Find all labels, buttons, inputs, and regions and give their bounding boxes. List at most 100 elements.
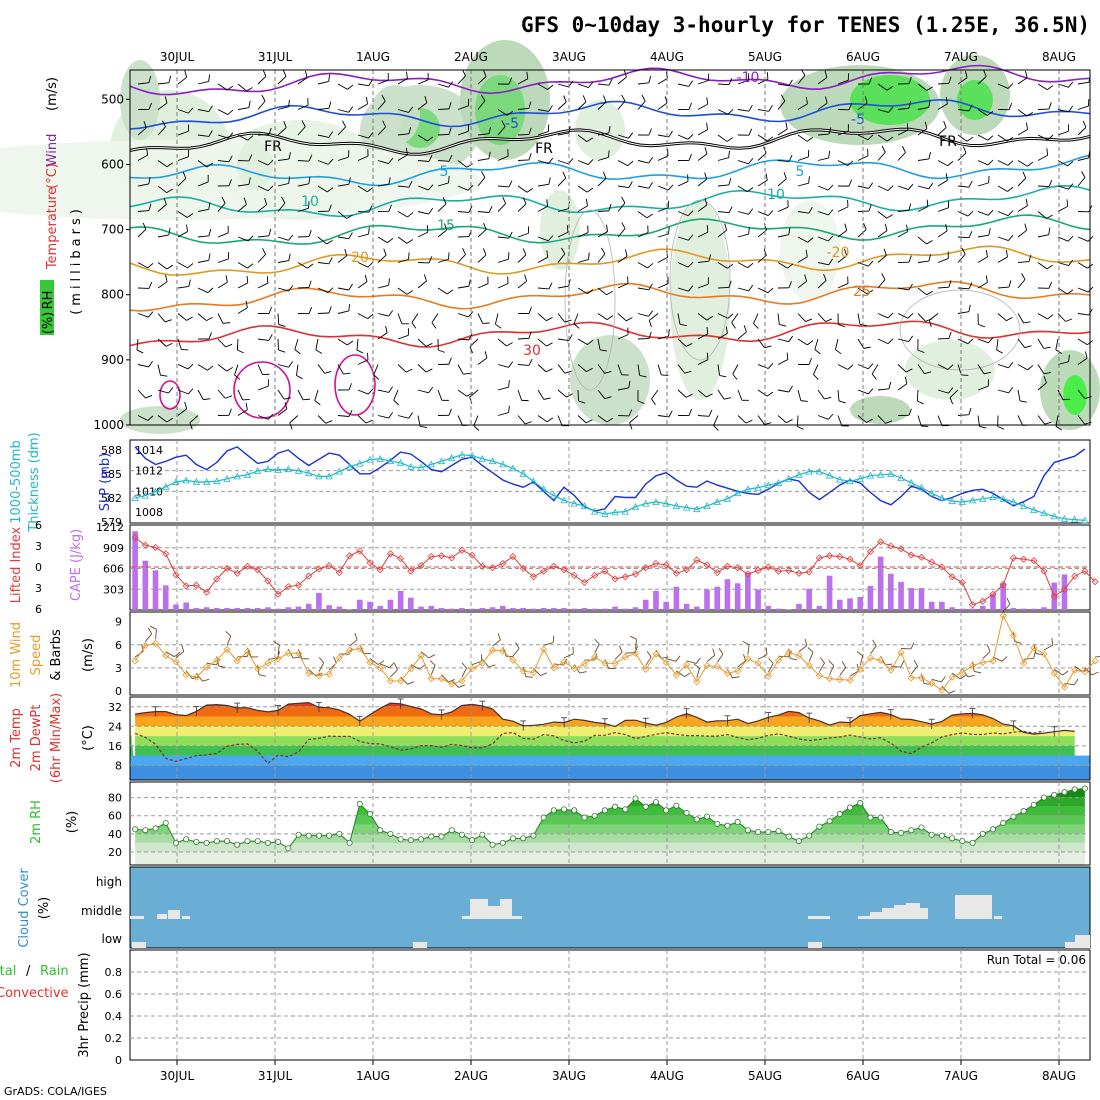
wind-barb: [648, 310, 654, 317]
wind-barb: [315, 338, 319, 350]
wind-barb: [348, 303, 351, 312]
wind-barb: [1046, 264, 1054, 270]
li-marker: [764, 563, 772, 571]
isotherm-label: 10: [767, 187, 785, 203]
precip-ylabel: Total / Rain Convective 3hr Precip (mm) …: [0, 952, 1086, 1057]
cape-tick-label: 909: [103, 542, 124, 555]
wind-barb: [136, 338, 139, 350]
thickness-tick-label: 585: [101, 468, 122, 481]
wind-barb: [648, 128, 652, 136]
wind-barb: [157, 262, 168, 270]
wind-barb: [517, 254, 527, 263]
wind-barb: [688, 408, 692, 416]
precip-ylabel: 3hr Precip (mm): [77, 952, 92, 1057]
wind-barb: [1057, 262, 1069, 267]
rh-marker: [479, 831, 486, 838]
wind10m-barb: [1051, 638, 1054, 646]
wind10m-barb: [982, 651, 991, 659]
wind-barb: [1057, 160, 1068, 167]
wind-barb: [737, 233, 749, 238]
rh-marker: [765, 829, 772, 836]
wind-barb: [997, 134, 1008, 142]
wind-barb: [437, 258, 449, 263]
wind-barb: [779, 323, 787, 327]
wind-barb: [648, 331, 652, 339]
wind-barb: [297, 262, 308, 269]
wind-barb: [688, 80, 694, 87]
wind-barb: [648, 320, 652, 328]
wind-barb: [157, 313, 166, 323]
wind-barb: [617, 364, 623, 376]
wind-barb: [957, 185, 969, 188]
li-marker: [448, 554, 456, 562]
wind-barb: [337, 109, 349, 113]
wind10m-marker: [907, 674, 915, 682]
wind-barb: [648, 75, 652, 83]
wind-barb: [728, 178, 732, 186]
wind-barb: [1077, 177, 1086, 187]
wind-barb: [977, 234, 989, 238]
wind-barb: [365, 96, 368, 105]
wind10m-barb: [1023, 657, 1034, 660]
wind10m-marker: [356, 645, 364, 653]
wind-barb: [1017, 229, 1027, 238]
li-marker: [754, 566, 762, 575]
wind-barb: [197, 80, 209, 85]
wind-barb: [237, 134, 248, 141]
wind-barb: [807, 237, 814, 243]
cape-bar: [183, 602, 189, 610]
thickness-marker: [672, 502, 681, 509]
li-marker: [243, 562, 252, 570]
wind10m-barb: [1006, 597, 1011, 605]
wind-barb: [177, 231, 188, 238]
wind-barb: [148, 176, 151, 184]
wind-barb: [228, 155, 233, 163]
wind-barb: [577, 185, 588, 193]
li-tick-label: 6: [35, 519, 42, 532]
wind-barb: [164, 96, 168, 104]
wind-barb: [208, 74, 211, 82]
x-tick-bottom-label: 4AUG: [650, 1069, 684, 1083]
cape-bar: [724, 579, 731, 610]
wind-barb: [1023, 321, 1031, 324]
wind10m-barb: [819, 657, 825, 664]
wind-barb: [651, 398, 656, 406]
rh-marker: [928, 831, 935, 838]
wind-barb: [206, 162, 214, 168]
wind-barb: [937, 258, 949, 263]
wind-barb: [1082, 120, 1087, 128]
wind-barb: [727, 313, 734, 319]
wind-barb: [288, 361, 294, 368]
wind-barb: [208, 202, 211, 210]
wind-barb: [957, 152, 967, 161]
wind-barb: [248, 100, 251, 108]
cape-bar: [203, 607, 210, 610]
thickness-marker: [539, 485, 548, 493]
wind-barb: [677, 389, 687, 398]
wind-barb: [637, 364, 641, 376]
wind-barb: [466, 163, 473, 168]
wind-barb: [797, 389, 802, 401]
wind-barb: [697, 80, 709, 85]
wind-barb: [817, 77, 828, 85]
rh-shading: [1063, 375, 1087, 415]
wind10m-barb: [400, 676, 408, 685]
wind-barb: [437, 133, 450, 136]
wind-barb: [748, 284, 754, 292]
wind-barb: [237, 183, 249, 187]
wind-barb: [868, 204, 872, 212]
wind-barb: [937, 207, 949, 212]
wind-barb: [405, 71, 408, 79]
wind-barb: [328, 74, 331, 82]
wind-barb: [968, 407, 972, 415]
wind-barb: [1047, 314, 1054, 320]
wind-barb: [357, 103, 368, 110]
cape-bar: [499, 605, 506, 610]
wind-barb: [997, 236, 1009, 241]
wind-barb: [537, 160, 549, 165]
wind-barb: [788, 155, 793, 162]
wind-barb: [837, 229, 848, 238]
wind-barb: [838, 400, 846, 404]
li-marker: [284, 583, 292, 591]
wind-barb: [165, 274, 168, 282]
